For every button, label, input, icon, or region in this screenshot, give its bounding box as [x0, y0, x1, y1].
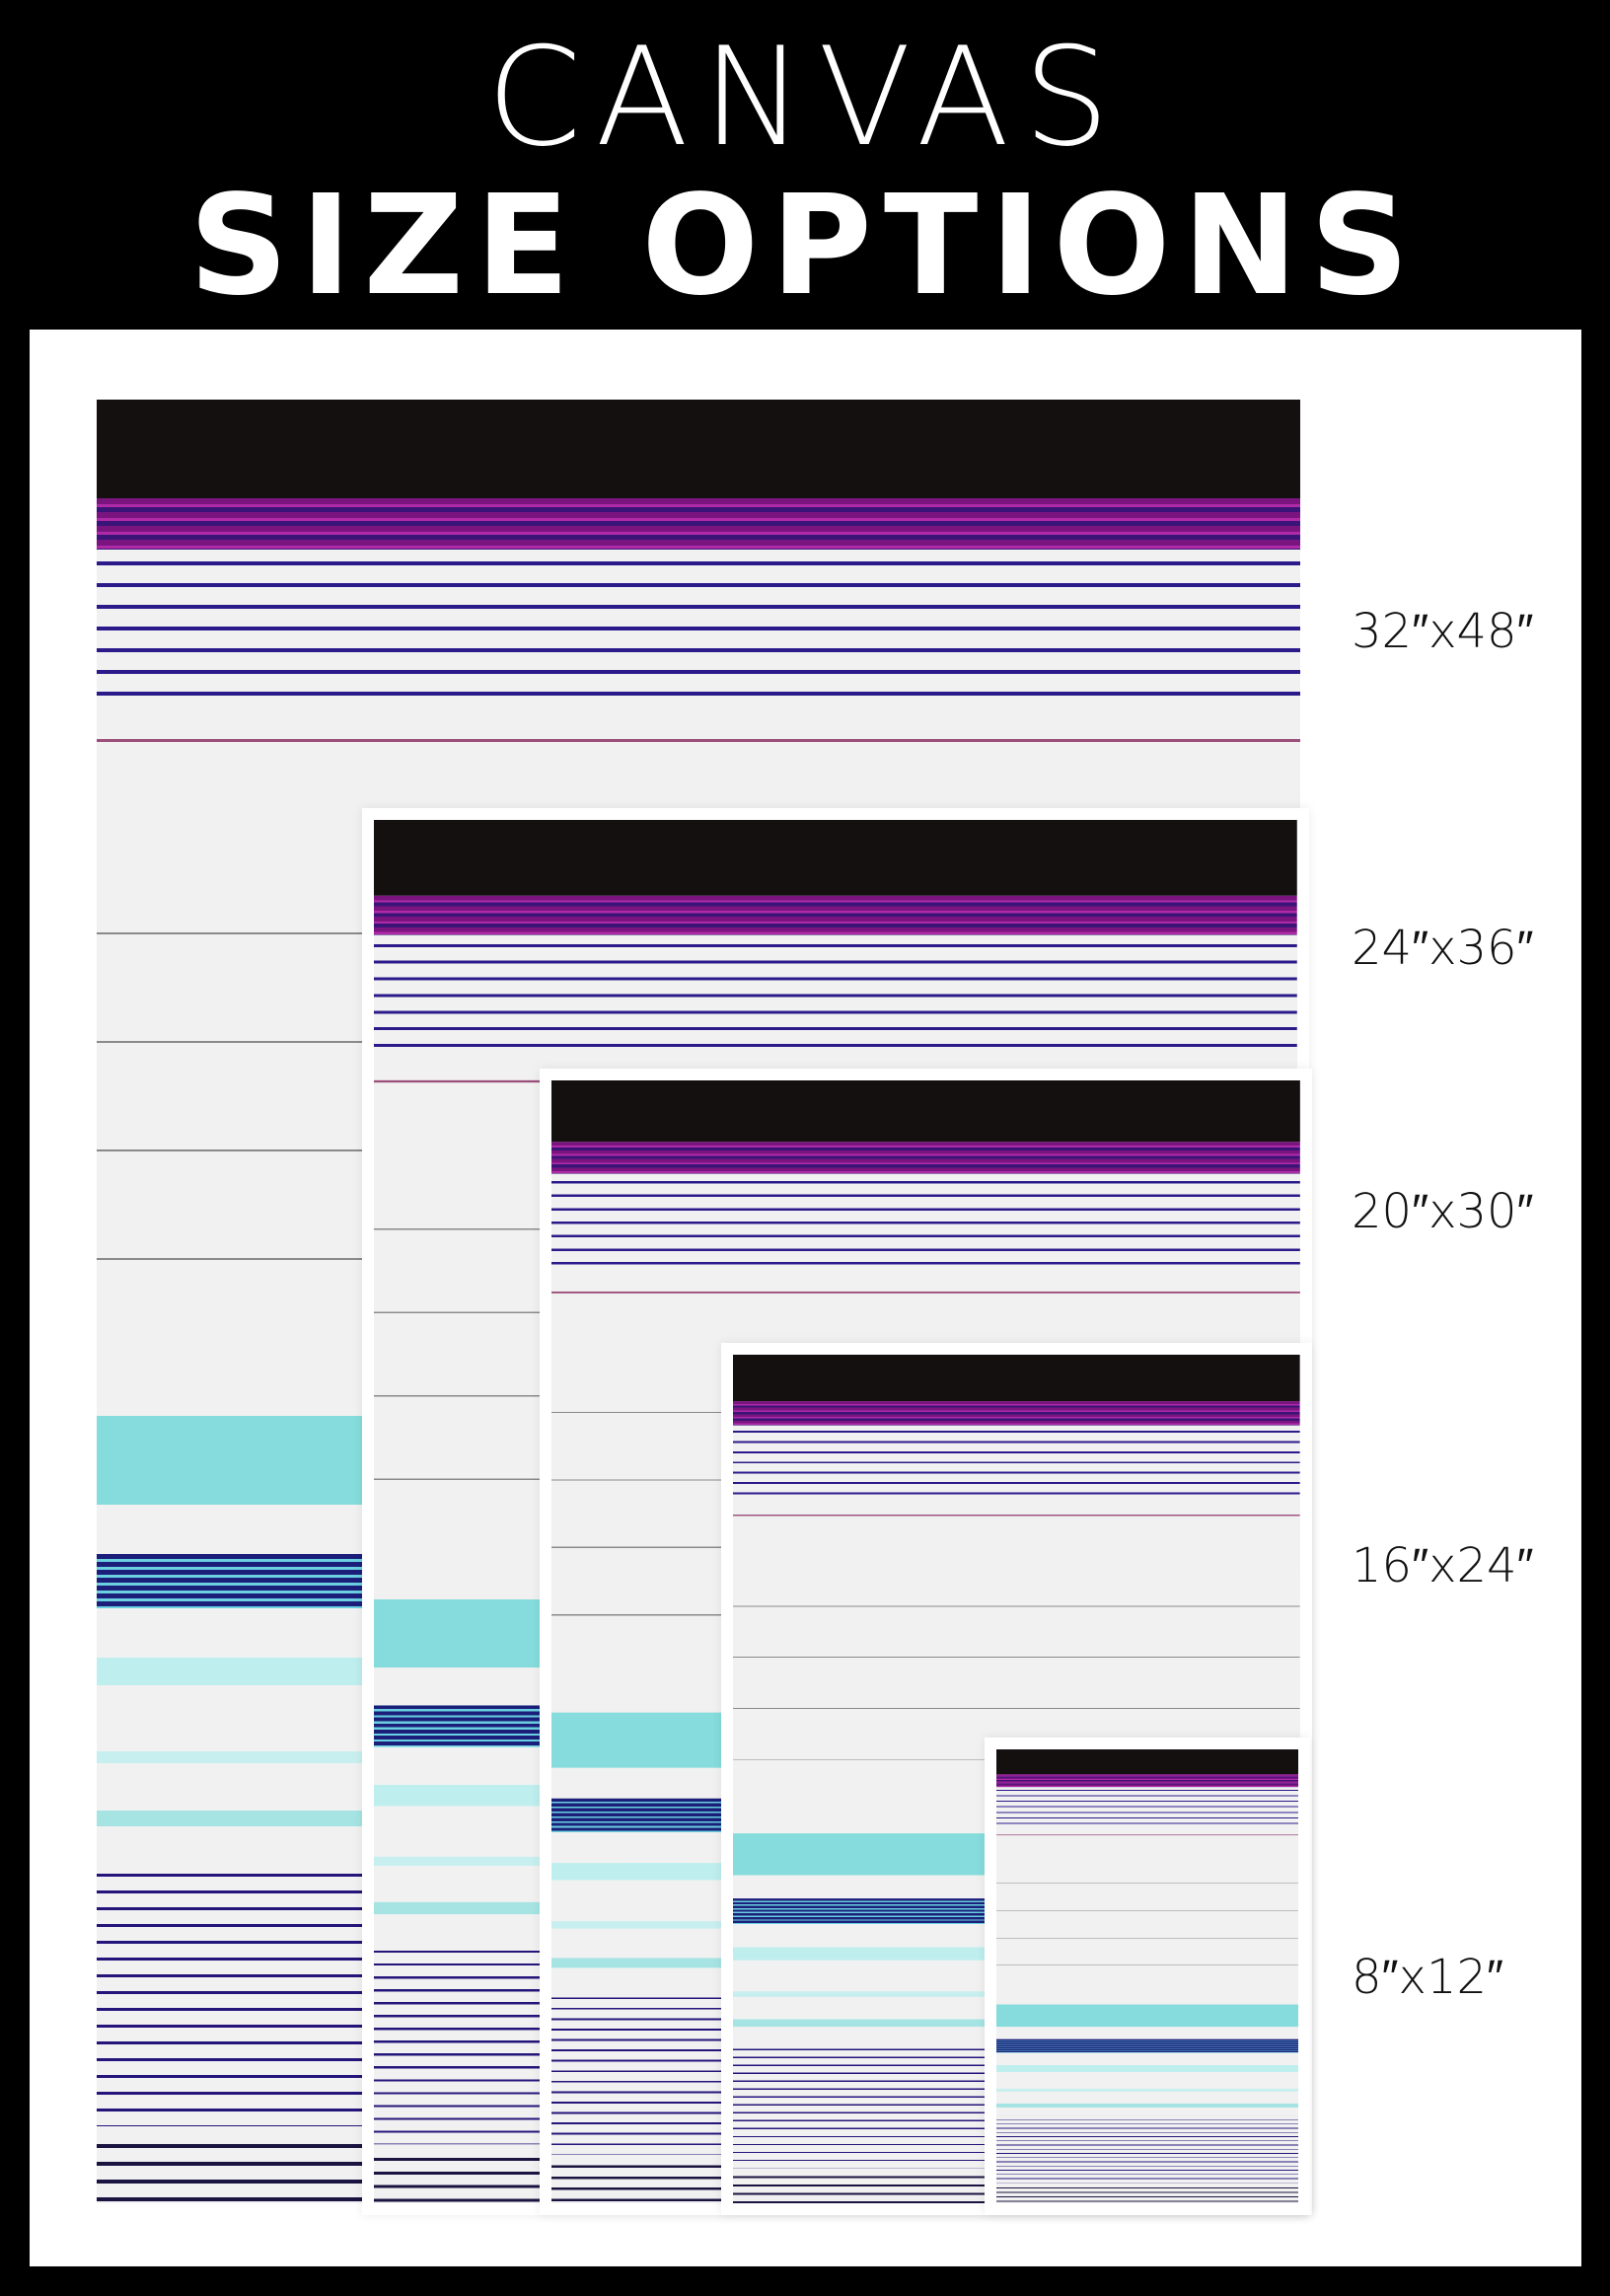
- size-label-20x30: 20″x30″: [1352, 1184, 1534, 1239]
- canvas-8x12: [996, 1749, 1298, 2203]
- size-label-32x48: 32″x48″: [1352, 604, 1534, 659]
- size-label-16x24: 16″x24″: [1352, 1538, 1534, 1593]
- artwork-image: [996, 1749, 1298, 2202]
- size-label-8x12: 8″x12″: [1352, 1950, 1504, 2005]
- title-canvas: CANVAS: [486, 18, 1124, 177]
- size-label-24x36: 24″x36″: [1352, 921, 1534, 976]
- title-size-options: SIZE OPTIONS: [188, 166, 1422, 327]
